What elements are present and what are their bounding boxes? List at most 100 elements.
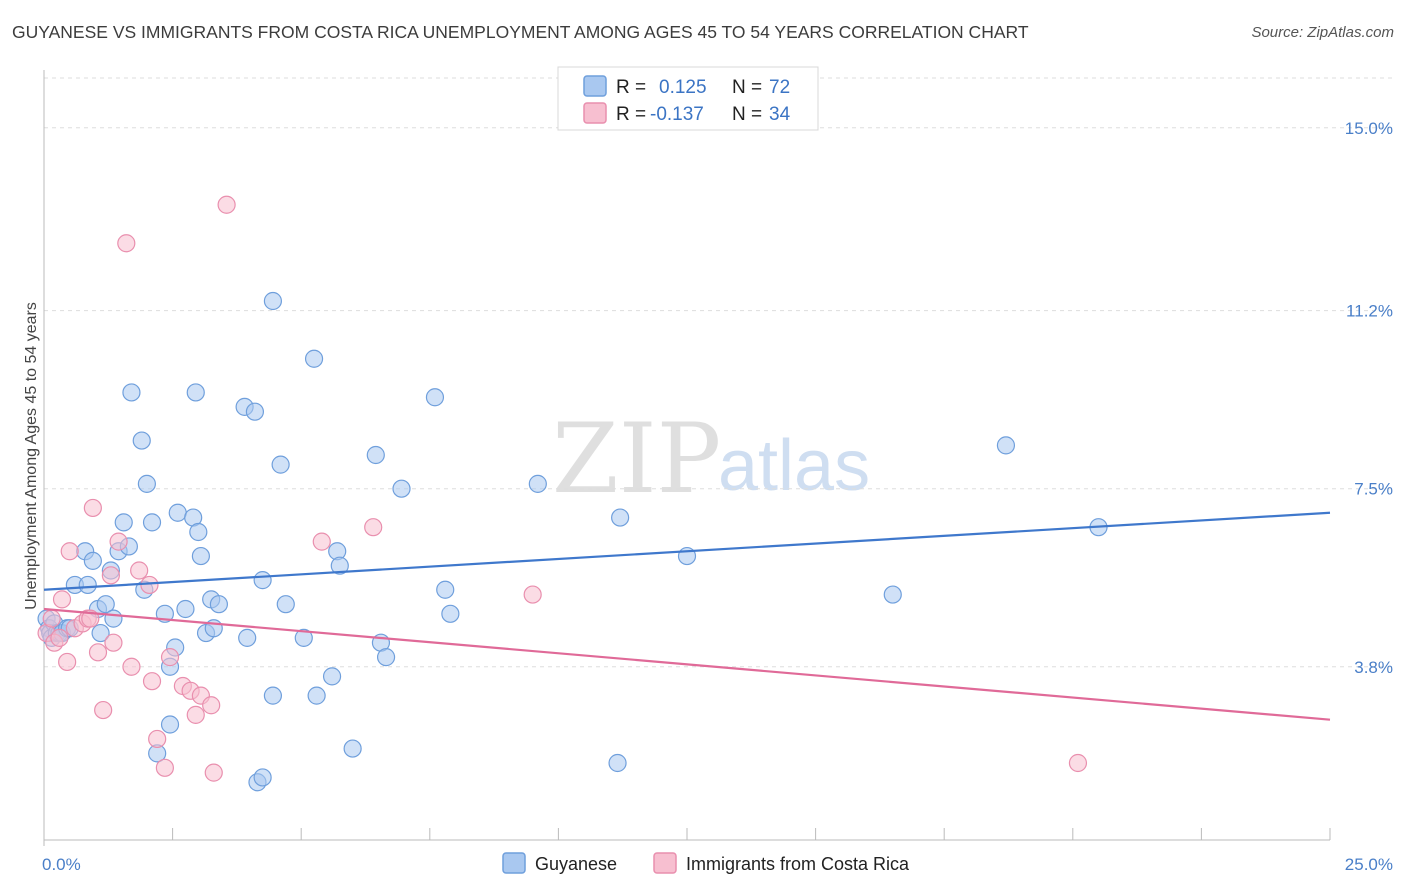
guyanese-point-23: [132, 431, 151, 450]
costa-rica-point-4: [52, 590, 72, 609]
guyanese-point-30: [160, 715, 180, 734]
costa-rica-point-13: [94, 700, 113, 720]
bottom-legend-label-guyanese: Guyanese: [535, 854, 617, 874]
source-label: Source: ZipAtlas.com: [1251, 24, 1394, 41]
guyanese-point-62: [392, 479, 411, 498]
guyanese-point-44: [245, 402, 265, 421]
guyanese-point-61: [376, 648, 396, 667]
costa-rica-point-35: [1068, 753, 1088, 773]
costa-rica-point-14: [101, 566, 120, 585]
guyanese-point-70: [883, 585, 902, 604]
guyanese-point-65: [441, 604, 460, 623]
costa-rica-point-29: [202, 696, 221, 715]
watermark-zip: ZIP: [552, 403, 721, 515]
tick-labels: 3.8% 7.5% 11.2% 15.0% 0.0% 25.0%: [42, 119, 1393, 874]
guyanese-point-49: [263, 291, 283, 311]
guyanese-point-51: [276, 595, 295, 614]
guyanese-point-15: [91, 623, 110, 643]
guyanese-point-59: [366, 445, 385, 465]
costa-rica-point-5: [58, 652, 77, 672]
guyanese-point-71: [996, 436, 1016, 455]
legend-r-value-0: 0.125: [659, 77, 707, 98]
bottom-legend-label-costa-rica: Immigrants from Costa Rica: [686, 854, 910, 874]
axes: [43, 70, 1331, 846]
costa-rica-point-23: [155, 758, 174, 777]
guyanese-point-13: [83, 551, 102, 570]
y-tick-label-3: 15.0%: [1345, 119, 1393, 138]
guyanese-point-41: [209, 595, 228, 614]
legend: R = 0.125 N = 72 R = -0.137 N = 34: [557, 66, 819, 131]
guyanese-point-35: [186, 383, 205, 402]
guyanese-point-67: [611, 508, 630, 527]
guyanese-trend-line: [43, 511, 1331, 591]
guyanese-point-37: [191, 546, 210, 566]
guyanese-point-64: [436, 580, 455, 599]
guyanese-point-47: [253, 571, 272, 590]
legend-swatch-costa-rica: [583, 102, 607, 124]
guyanese-point-26: [142, 513, 162, 532]
guyanese-point-54: [304, 349, 324, 368]
legend-r-value-1: -0.137: [650, 104, 704, 125]
bottom-legend: Guyanese Immigrants from Costa Rica: [502, 852, 910, 874]
watermark-atlas: atlas: [718, 426, 870, 506]
costa-rica-point-30: [204, 763, 223, 782]
guyanese-point-52: [294, 628, 313, 647]
y-tick-label-2: 11.2%: [1346, 302, 1393, 321]
guyanese-point-68: [608, 753, 627, 773]
costa-rica-point-16: [109, 532, 128, 551]
guyanese-point-46: [253, 768, 272, 787]
costa-rica-point-17: [117, 234, 136, 253]
guyanese-point-12: [78, 575, 97, 595]
costa-rica-point-19: [130, 561, 149, 580]
guyanese-point-48: [263, 686, 283, 705]
guyanese-point-53: [307, 686, 326, 705]
costa-rica-point-1: [42, 609, 61, 628]
costa-rica-point-32: [312, 532, 331, 551]
guyanese-point-25: [137, 474, 156, 493]
series-costa-rica-points: [37, 195, 1088, 782]
guyanese-point-32: [168, 503, 187, 522]
costa-rica-trend-line: [43, 607, 1331, 721]
costa-rica-point-11: [83, 498, 102, 518]
guyanese-point-50: [271, 455, 290, 474]
guyanese-point-22: [122, 383, 141, 402]
guyanese-point-55: [322, 667, 342, 686]
guyanese-point-20: [114, 513, 133, 532]
guyanese-point-43: [238, 628, 257, 647]
costa-rica-point-33: [364, 518, 383, 537]
guyanese-point-33: [176, 599, 195, 619]
trend-lines: [43, 511, 1331, 721]
legend-n-label-0: N =: [732, 77, 762, 98]
costa-rica-point-21: [142, 672, 162, 691]
costa-rica-point-20: [140, 575, 159, 595]
guyanese-point-16: [96, 595, 115, 614]
guyanese-point-63: [425, 388, 445, 407]
legend-n-value-1: 34: [769, 104, 791, 125]
y-tick-label-1: 7.5%: [1354, 480, 1393, 499]
chart-title: GUYANESE VS IMMIGRANTS FROM COSTA RICA U…: [12, 22, 1029, 42]
legend-r-label-1: R =: [616, 104, 646, 125]
costa-rica-point-6: [60, 542, 79, 561]
costa-rica-point-18: [122, 657, 141, 676]
costa-rica-point-27: [186, 705, 205, 724]
guyanese-point-36: [189, 522, 208, 542]
costa-rica-point-31: [217, 195, 236, 214]
bottom-legend-swatch-guyanese: [502, 852, 526, 874]
guyanese-point-18: [104, 609, 123, 628]
costa-rica-point-22: [148, 729, 167, 749]
guyanese-point-66: [528, 474, 547, 493]
guyanese-point-57: [330, 556, 349, 575]
x-tick-label-0: 0.0%: [42, 855, 81, 874]
y-axis-label: Unemployment Among Ages 45 to 54 years: [23, 302, 40, 610]
legend-r-label-0: R =: [616, 77, 646, 98]
x-tick-label-1: 25.0%: [1345, 855, 1393, 874]
guyanese-point-58: [343, 739, 362, 758]
y-tick-label-0: 3.8%: [1354, 658, 1393, 677]
legend-swatch-guyanese: [583, 75, 607, 97]
costa-rica-point-34: [523, 585, 542, 604]
costa-rica-point-15: [104, 633, 123, 652]
costa-rica-point-24: [160, 648, 180, 667]
legend-n-value-0: 72: [769, 77, 790, 98]
costa-rica-point-3: [50, 628, 69, 647]
